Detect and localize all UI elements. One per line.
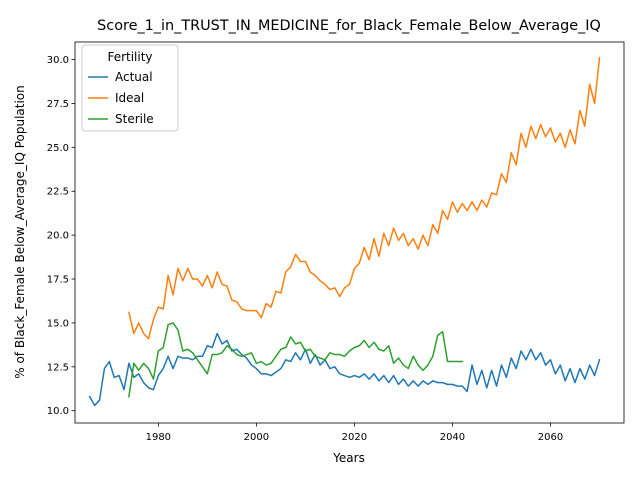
x-tick-label: 2060 xyxy=(538,432,563,443)
legend-label-sterile: Sterile xyxy=(115,112,154,126)
x-axis: 1980 2000 2020 2040 2060 xyxy=(146,423,563,443)
x-tick-label: 2000 xyxy=(244,432,269,443)
y-tick-label: 25.0 xyxy=(47,143,69,154)
y-axis-label: % of Black_Female Below_Average_IQ Popul… xyxy=(13,85,27,379)
legend: Fertility Actual Ideal Sterile xyxy=(81,44,179,132)
legend-label-ideal: Ideal xyxy=(115,91,144,105)
plot-area xyxy=(88,56,601,407)
x-tick-label: 2020 xyxy=(342,432,367,443)
y-tick-label: 12.5 xyxy=(47,362,69,373)
series-line-sterile xyxy=(128,322,463,398)
legend-label-actual: Actual xyxy=(115,70,153,84)
y-tick-label: 15.0 xyxy=(47,318,69,329)
x-tick-label: 1980 xyxy=(146,432,171,443)
series-line-ideal xyxy=(128,56,601,340)
y-tick-label: 30.0 xyxy=(47,55,69,66)
y-tick-label: 22.5 xyxy=(47,187,69,198)
y-tick-label: 10.0 xyxy=(47,406,69,417)
series-line-actual xyxy=(88,332,601,407)
y-axis: 10.0 12.5 15.0 17.5 20.0 22.5 25.0 27.5 30.0 xyxy=(47,55,75,417)
legend-box xyxy=(81,44,179,132)
y-tick-label: 17.5 xyxy=(47,275,69,286)
x-axis-label: Years xyxy=(332,451,365,465)
legend-title: Fertility xyxy=(107,50,152,64)
chart-title: Score_1_in_TRUST_IN_MEDICINE_for_Black_F… xyxy=(97,18,601,34)
axes-frame xyxy=(74,41,625,424)
x-tick-label: 2040 xyxy=(440,432,465,443)
y-tick-label: 27.5 xyxy=(47,99,69,110)
y-tick-label: 20.0 xyxy=(47,231,69,242)
